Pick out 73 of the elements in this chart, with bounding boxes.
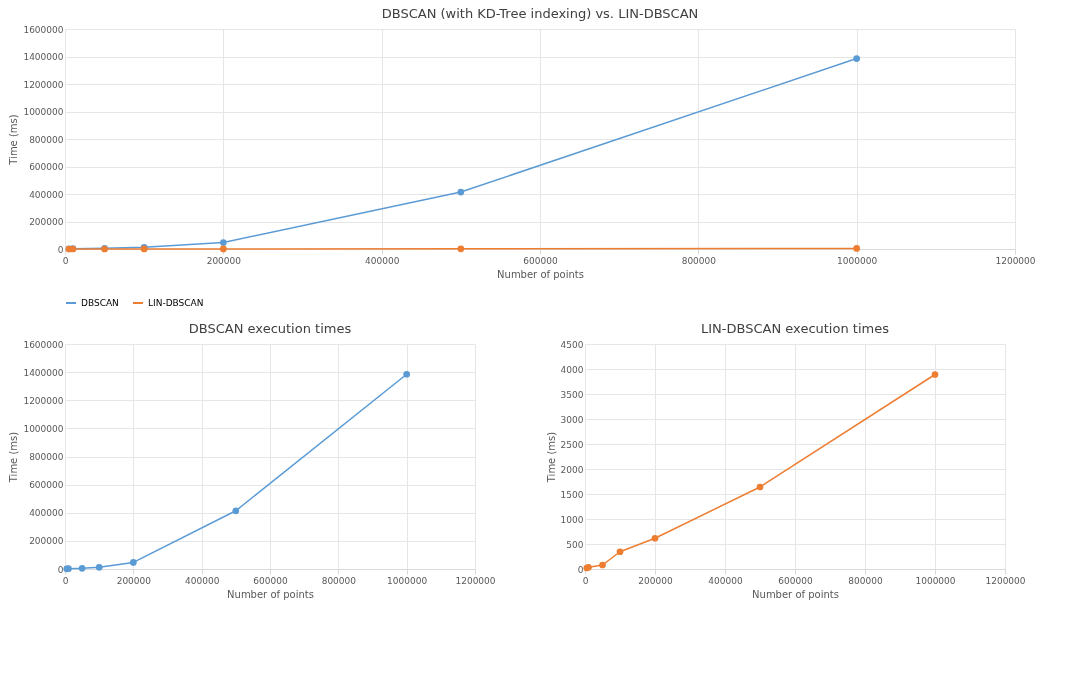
y-tick-label: 1600000 xyxy=(23,24,64,35)
x-tick-label: 200000 xyxy=(638,575,673,586)
point xyxy=(403,370,411,378)
y-tick-label: 1200000 xyxy=(23,395,64,406)
point xyxy=(219,245,227,253)
x-tick-label: 800000 xyxy=(681,255,717,266)
x-tick-label: 400000 xyxy=(364,255,400,266)
point xyxy=(756,483,764,491)
x-tick-label: 1000000 xyxy=(915,575,956,586)
y-tick-label: 0 xyxy=(57,244,64,255)
chart-title: DBSCAN (with KD-Tree indexing) vs. LIN-DBSCAN xyxy=(381,6,699,21)
point xyxy=(95,563,103,571)
x-tick-label: 200000 xyxy=(116,575,152,586)
point xyxy=(931,371,939,378)
point xyxy=(651,534,659,542)
x-tick-label: 1000000 xyxy=(387,575,428,586)
y-axis-title: Time (ms) xyxy=(8,431,20,484)
point xyxy=(232,507,240,515)
point xyxy=(219,239,227,246)
x-tick-label: 600000 xyxy=(523,255,558,266)
x-tick-label: 600000 xyxy=(778,575,813,586)
point xyxy=(853,55,861,62)
y-tick-label: 2500 xyxy=(560,439,584,450)
y-tick-label: 1000000 xyxy=(23,107,64,117)
x-tick-label: 1200000 xyxy=(455,575,496,586)
y-axis-title: Time (ms) xyxy=(8,114,20,166)
x-tick-label: 400000 xyxy=(708,575,743,586)
y-tick-label: 1000 xyxy=(560,514,584,525)
y-tick-label: 0 xyxy=(57,564,64,575)
x-tick-label: 800000 xyxy=(848,575,883,586)
y-tick-label: 200000 xyxy=(29,217,64,227)
point xyxy=(457,245,465,253)
y-tick-label: 600000 xyxy=(29,162,64,172)
x-tick-label: 200000 xyxy=(206,255,242,266)
point xyxy=(457,188,465,196)
y-tick-label: 1400000 xyxy=(23,367,64,378)
x-tick-label: 800000 xyxy=(321,575,357,586)
x-tick-label: 600000 xyxy=(253,575,288,586)
y-axis-title: Time (ms) xyxy=(545,431,557,484)
y-tick-label: 800000 xyxy=(29,452,64,462)
x-axis-title: Number of points xyxy=(752,588,839,600)
x-tick-label: 400000 xyxy=(184,575,220,586)
point xyxy=(78,564,86,572)
x-axis-title: Number of points xyxy=(497,268,584,280)
chart-title: LIN-DBSCAN execution times xyxy=(701,321,890,336)
y-tick-label: 800000 xyxy=(29,134,64,145)
y-tick-label: 0 xyxy=(577,564,584,575)
y-tick-label: 1200000 xyxy=(23,79,64,90)
y-tick-label: 200000 xyxy=(29,536,64,547)
y-tick-label: 4000 xyxy=(560,364,584,375)
point xyxy=(129,559,137,566)
y-tick-label: 1400000 xyxy=(23,52,64,62)
x-tick-label: 1000000 xyxy=(837,255,878,266)
y-tick-label: 3000 xyxy=(560,414,584,425)
y-tick-label: 1500 xyxy=(560,489,584,500)
y-tick-label: 600000 xyxy=(29,480,64,491)
legend-label: DBSCAN xyxy=(81,298,119,308)
point xyxy=(599,561,606,569)
y-tick-label: 3500 xyxy=(560,389,584,400)
point xyxy=(853,245,861,252)
x-axis-title: Number of points xyxy=(227,588,314,600)
y-tick-label: 4500 xyxy=(560,339,584,350)
y-tick-label: 400000 xyxy=(29,508,64,519)
y-tick-label: 2000 xyxy=(560,464,584,475)
x-tick-label: 1200000 xyxy=(995,255,1036,266)
y-tick-label: 1000000 xyxy=(23,423,64,434)
y-tick-label: 500 xyxy=(566,539,584,550)
point xyxy=(616,548,624,556)
y-tick-label: 1600000 xyxy=(23,339,64,350)
y-tick-label: 400000 xyxy=(29,189,64,200)
chart-title: DBSCAN execution times xyxy=(188,321,352,336)
x-tick-label: 1200000 xyxy=(985,575,1026,586)
legend-label: LIN-DBSCAN xyxy=(148,298,204,308)
